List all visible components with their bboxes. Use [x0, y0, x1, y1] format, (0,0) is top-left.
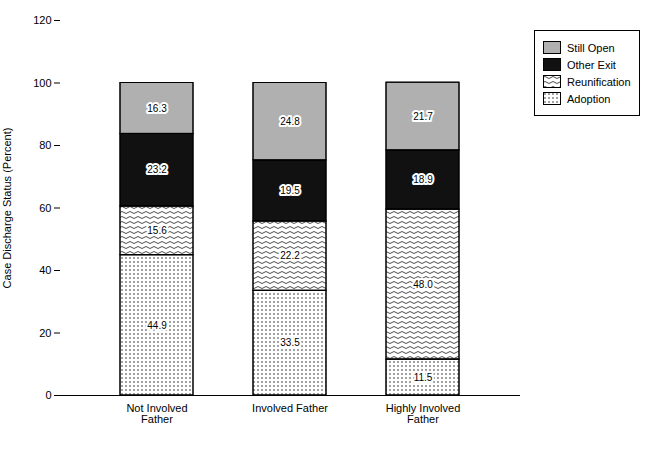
svg-text:Involved Father: Involved Father	[252, 402, 328, 414]
svg-text:19.5: 19.5	[280, 185, 300, 196]
svg-text:15.6: 15.6	[147, 225, 167, 236]
svg-text:80: 80	[39, 139, 51, 151]
svg-text:21.7: 21.7	[413, 111, 433, 122]
svg-text:40: 40	[39, 264, 51, 276]
svg-text:44.9: 44.9	[147, 320, 167, 331]
svg-text:48.0: 48.0	[413, 279, 433, 290]
svg-text:20: 20	[39, 327, 51, 339]
html-text:Adoption: Adoption	[567, 92, 611, 105]
svg-text:16.3: 16.3	[147, 103, 167, 114]
svg-text:Highly InvolvedFather: Highly InvolvedFather	[386, 402, 461, 425]
html-text:Other Exit: Other Exit	[567, 58, 616, 71]
svg-text:24.8: 24.8	[280, 116, 300, 127]
svg-text:33.5: 33.5	[280, 337, 300, 348]
html-text:Reunification: Reunification	[567, 75, 631, 88]
html-text:Still Open: Still Open	[567, 41, 615, 54]
svg-text:18.9: 18.9	[413, 174, 433, 185]
svg-text:120: 120	[33, 14, 51, 26]
svg-text:23.2: 23.2	[147, 164, 167, 175]
svg-text:100: 100	[33, 77, 51, 89]
svg-text:60: 60	[39, 202, 51, 214]
svg-text:0: 0	[45, 389, 51, 401]
svg-text:Not InvolvedFather: Not InvolvedFather	[126, 402, 187, 425]
svg-text:22.2: 22.2	[280, 250, 300, 261]
svg-text:Case Discharge Status (Percent: Case Discharge Status (Percent)	[1, 128, 13, 289]
svg-text:11.5: 11.5	[414, 372, 433, 383]
